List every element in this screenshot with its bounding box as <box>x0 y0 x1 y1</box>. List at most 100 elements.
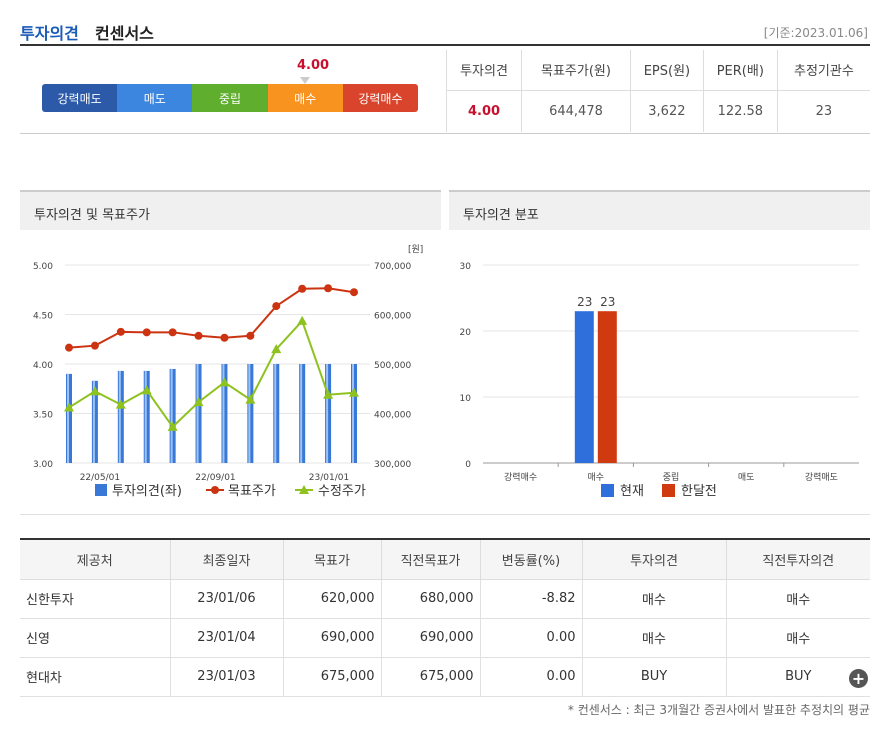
target-price-point <box>142 328 151 337</box>
col-header: 목표가 <box>282 538 381 580</box>
y-tick: 10 <box>460 394 472 404</box>
target-price-point <box>350 288 358 297</box>
target-price: 675,000 <box>282 657 381 697</box>
x-tick: 강력매수 <box>504 471 537 483</box>
distribution-bar <box>597 311 617 463</box>
adjusted-price-point <box>245 394 256 404</box>
prev-opinion: 매수 <box>725 618 870 658</box>
opinion-bar-highlight <box>352 364 354 463</box>
opinion: BUY <box>581 657 726 697</box>
x-tick: 중립 <box>663 472 680 483</box>
gauge-value: 4.00 <box>297 58 330 73</box>
summary-per: 122.58 <box>702 90 778 132</box>
opinion-gauge: 강력매도 매도 중립 매수 강력매수 <box>42 84 419 112</box>
opinion-bar-highlight <box>196 364 199 463</box>
legend-swatch <box>601 484 614 497</box>
prev-target-price: 690,000 <box>380 618 480 658</box>
prev-opinion: 매수 <box>725 579 870 619</box>
divider <box>20 514 870 515</box>
adjusted-price-point <box>115 399 126 409</box>
x-tick: 23/01/01 <box>309 473 349 483</box>
y-left-tick: 4.00 <box>33 361 53 371</box>
change-rate: -8.82 <box>479 579 582 619</box>
summary-header: PER(배) <box>702 50 778 91</box>
legend-label: 수정주가 <box>318 484 366 499</box>
summary-header: 투자의견 <box>445 50 522 91</box>
target-price-point <box>246 331 255 340</box>
col-header: 직전목표가 <box>380 538 480 580</box>
table-row: 현대차 23/01/03 675,000 675,000 0.00 BUY BU… <box>20 657 870 697</box>
adjusted-price-point <box>323 389 334 399</box>
col-header: 직전투자의견 <box>725 538 870 580</box>
gauge-strong-buy: 강력매수 <box>342 84 419 112</box>
y-left-tick: 3.50 <box>33 411 53 421</box>
x-tick: 강력매도 <box>805 471 838 483</box>
broker-table: 제공처 최종일자 목표가 직전목표가 변동률(%) 투자의견 직전투자의견 신한… <box>20 538 870 697</box>
target-price-point <box>90 341 99 350</box>
target-price-point <box>272 302 281 311</box>
x-tick: 매도 <box>738 472 755 483</box>
page-title: 투자의견 <box>20 24 79 43</box>
change-rate: 0.00 <box>479 618 582 658</box>
opinion-bar-highlight <box>92 380 95 463</box>
distribution-bar <box>574 311 594 463</box>
gauge-pointer-icon <box>300 77 310 84</box>
gauge-neutral: 중립 <box>192 84 268 112</box>
broker-name: 현대차 <box>20 657 170 697</box>
more-button[interactable]: + <box>849 669 868 688</box>
summary-header: EPS(원) <box>629 50 704 91</box>
target-price: 620,000 <box>282 579 381 619</box>
adjusted-price-point <box>271 344 282 354</box>
opinion-bar-highlight <box>326 364 329 463</box>
page-header: 투자의견 컨센서스 [기준:2023.01.06] <box>20 18 870 46</box>
gauge-buy: 매수 <box>267 84 343 112</box>
target-price-point <box>324 284 333 293</box>
adjusted-price-line <box>68 319 355 429</box>
opinion-bar-highlight <box>248 364 251 463</box>
target-price: 690,000 <box>282 618 381 658</box>
adjusted-price-point <box>297 315 308 325</box>
opinion-target-chart: 3.00 3.50 4.00 4.50 5.00 300,000 400,000 500,00… <box>33 244 423 499</box>
broker-name: 신영 <box>20 618 170 658</box>
legend-swatch <box>211 486 219 494</box>
adjusted-price-point <box>89 386 100 396</box>
legend-label: 한달전 <box>681 484 717 499</box>
gauge-strong-sell: 강력매도 <box>42 84 118 112</box>
target-price-point <box>168 328 177 337</box>
col-header: 최종일자 <box>169 538 283 580</box>
summary-opinion: 4.00 <box>445 90 522 132</box>
adjusted-price-point <box>219 377 230 387</box>
adjusted-price-point <box>64 402 74 412</box>
footnote: * 컨센서스 : 최근 3개월간 증권사에서 발표한 추정치의 평균 <box>567 703 870 717</box>
legend-swatch <box>662 484 675 497</box>
y-right-tick: 300,000 <box>374 460 411 470</box>
divider <box>20 133 870 134</box>
opinion-bar-highlight <box>67 373 69 463</box>
opinion-bar-highlight <box>118 370 121 463</box>
y-left-tick: 3.00 <box>33 460 53 470</box>
gauge-sell: 매도 <box>117 84 193 112</box>
target-price-point <box>116 327 125 336</box>
panel-title: 투자의견 및 목표주가 <box>20 190 441 230</box>
reference-date: [기준:2023.01.06] <box>763 26 868 40</box>
x-tick: 매수 <box>588 472 605 483</box>
col-header: 변동률(%) <box>479 538 582 580</box>
y-tick: 30 <box>460 262 472 272</box>
legend-label: 목표주가 <box>228 484 276 499</box>
opinion-bar-highlight <box>144 370 147 463</box>
opinion: 매수 <box>581 579 726 619</box>
prev-target-price: 675,000 <box>380 657 480 697</box>
target-price-point <box>298 284 307 293</box>
summary-header: 추정기관수 <box>776 50 870 91</box>
change-rate: 0.00 <box>479 657 582 697</box>
col-header: 제공처 <box>20 538 170 580</box>
bar-data-label: 23 <box>577 295 592 309</box>
opinion-distribution-panel: 투자의견 분포 0 10 20 30 강력매수 매수 23 23 중립 매도 강력매도 현재 한달전 <box>449 190 870 514</box>
last-date: 23/01/03 <box>169 657 283 697</box>
opinion-bar-highlight <box>300 364 303 463</box>
opinion-target-chart-panel: 투자의견 및 목표주가 3.00 3.50 4.00 4.50 5.00 300,000 4… <box>20 190 441 514</box>
summary-header: 목표주가(원) <box>521 50 631 91</box>
legend-label: 투자의견(좌) <box>112 484 182 499</box>
target-price-point <box>220 333 229 342</box>
